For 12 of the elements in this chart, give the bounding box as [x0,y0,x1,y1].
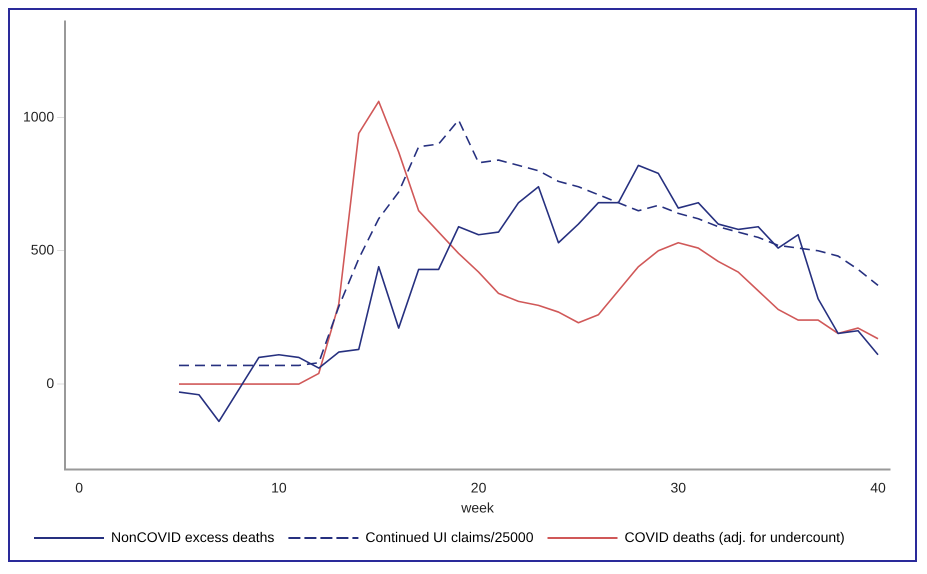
legend-label: NonCOVID excess deaths [111,528,274,545]
y-tick-label: 500 [30,242,54,258]
x-tick-label: 40 [870,480,886,496]
x-tick-label: 10 [271,480,287,496]
legend-label: Continued UI claims/25000 [365,528,534,545]
x-tick-label: 0 [75,480,84,496]
x-tick-label: 20 [470,480,487,496]
y-tick-label: 1000 [22,108,54,124]
y-tick-label: 0 [46,374,54,391]
x-axis-title: week [460,499,495,516]
x-tick-label: 30 [670,480,686,496]
legend-label: COVID deaths (adj. for undercount) [624,528,845,545]
